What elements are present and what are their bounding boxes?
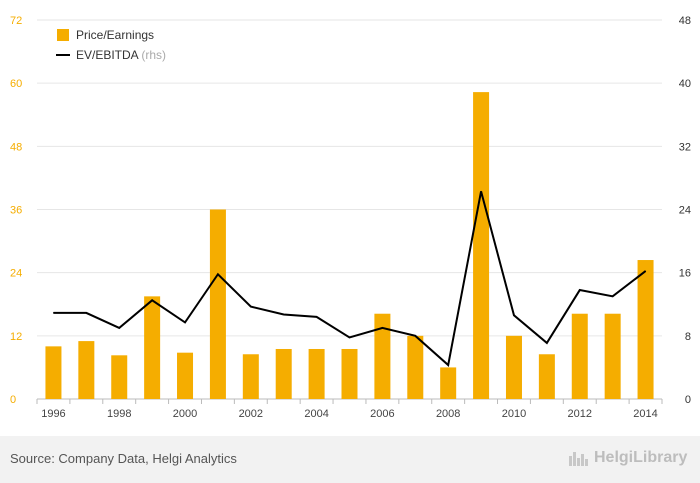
line-ev-ebitda [53, 191, 647, 367]
y-right-tick-label: 8 [685, 331, 691, 343]
logo-text: HelgiLibrary [594, 449, 688, 466]
line-point-ev-ebitda [52, 312, 54, 314]
line-point-ev-ebitda [250, 306, 252, 308]
bar-price-earnings [242, 354, 259, 399]
y-left-tick-label: 24 [10, 268, 22, 280]
x-tick-label: 2000 [173, 408, 197, 420]
y-left-tick-label: 72 [10, 15, 22, 27]
line-point-ev-ebitda [381, 327, 383, 329]
bar-price-earnings [505, 335, 522, 399]
chart-svg: 0 12 24 36 48 60 72 0 8 16 24 32 40 48 1996 1998 2000 200… [10, 15, 691, 420]
line-point-ev-ebitda [184, 321, 186, 323]
bar-price-earnings [78, 341, 95, 399]
line-point-ev-ebitda [217, 273, 219, 275]
x-tick-label: 2008 [436, 408, 460, 420]
bar-price-earnings [407, 335, 424, 399]
legend-label-ev-ebitda: EV/EBITDA (rhs) [76, 48, 166, 62]
line-point-ev-ebitda [349, 336, 350, 338]
legend-label-rhs-suffix: (rhs) [141, 48, 166, 62]
y-left-tick-label: 48 [10, 141, 22, 153]
line-point-ev-ebitda [447, 364, 449, 366]
line-point-ev-ebitda [85, 312, 87, 314]
x-tick-label: 2006 [370, 408, 394, 420]
line-point-ev-ebitda [316, 316, 318, 318]
helgi-library-logo[interactable]: HelgiLibrary [568, 449, 687, 467]
city-skyline-icon [569, 452, 588, 466]
y-left-tick-label: 0 [10, 394, 16, 406]
x-tick-label: 2012 [568, 408, 592, 420]
line-point-ev-ebitda [151, 299, 153, 301]
bar-price-earnings [308, 348, 325, 399]
bar-price-earnings [275, 348, 292, 399]
line-point-ev-ebitda [513, 314, 515, 316]
y-right-tick-label: 48 [679, 15, 691, 27]
x-tick-label: 2004 [304, 408, 328, 420]
bar-price-earnings [637, 260, 654, 399]
y-right-tick-label: 40 [679, 78, 691, 90]
bar-price-earnings [111, 355, 128, 399]
line-point-ev-ebitda [645, 270, 647, 272]
y-right-tick-label: 32 [679, 141, 691, 153]
line-point-ev-ebitda [414, 335, 416, 337]
line-point-ev-ebitda [480, 190, 482, 192]
x-tick-label: 2002 [239, 408, 263, 420]
bar-price-earnings [45, 346, 62, 399]
line-point-ev-ebitda [283, 314, 285, 316]
y-right-tick-label: 24 [679, 205, 691, 217]
bar-price-earnings [571, 313, 588, 399]
bar-price-earnings [473, 92, 490, 399]
line-point-ev-ebitda [546, 342, 548, 344]
source-text: Source: Company Data, Helgi Analytics [10, 451, 237, 466]
y-left-tick-label: 60 [10, 78, 22, 90]
bar-price-earnings [604, 313, 621, 399]
y-right-tick-label: 0 [685, 394, 691, 406]
bar-price-earnings [144, 296, 161, 399]
bar-price-earnings [341, 348, 358, 399]
line-point-ev-ebitda [612, 295, 614, 297]
y-left-tick-label: 36 [10, 205, 22, 217]
y-left-tick-label: 12 [10, 331, 22, 343]
x-tick-label: 1998 [107, 408, 131, 420]
x-tick-label: 2014 [633, 408, 657, 420]
line-point-ev-ebitda [579, 289, 581, 291]
bar-price-earnings [209, 209, 226, 399]
y-right-tick-label: 16 [679, 268, 691, 280]
bar-price-earnings [440, 367, 457, 399]
legend-swatch-price-earnings [57, 29, 69, 41]
x-tick-label: 1996 [41, 408, 65, 420]
bar-price-earnings [177, 352, 194, 399]
x-tick-label: 2010 [502, 408, 526, 420]
bar-price-earnings [374, 313, 391, 399]
legend-label-price-earnings: Price/Earnings [76, 28, 154, 42]
line-point-ev-ebitda [118, 327, 120, 329]
bar-price-earnings [538, 354, 555, 399]
